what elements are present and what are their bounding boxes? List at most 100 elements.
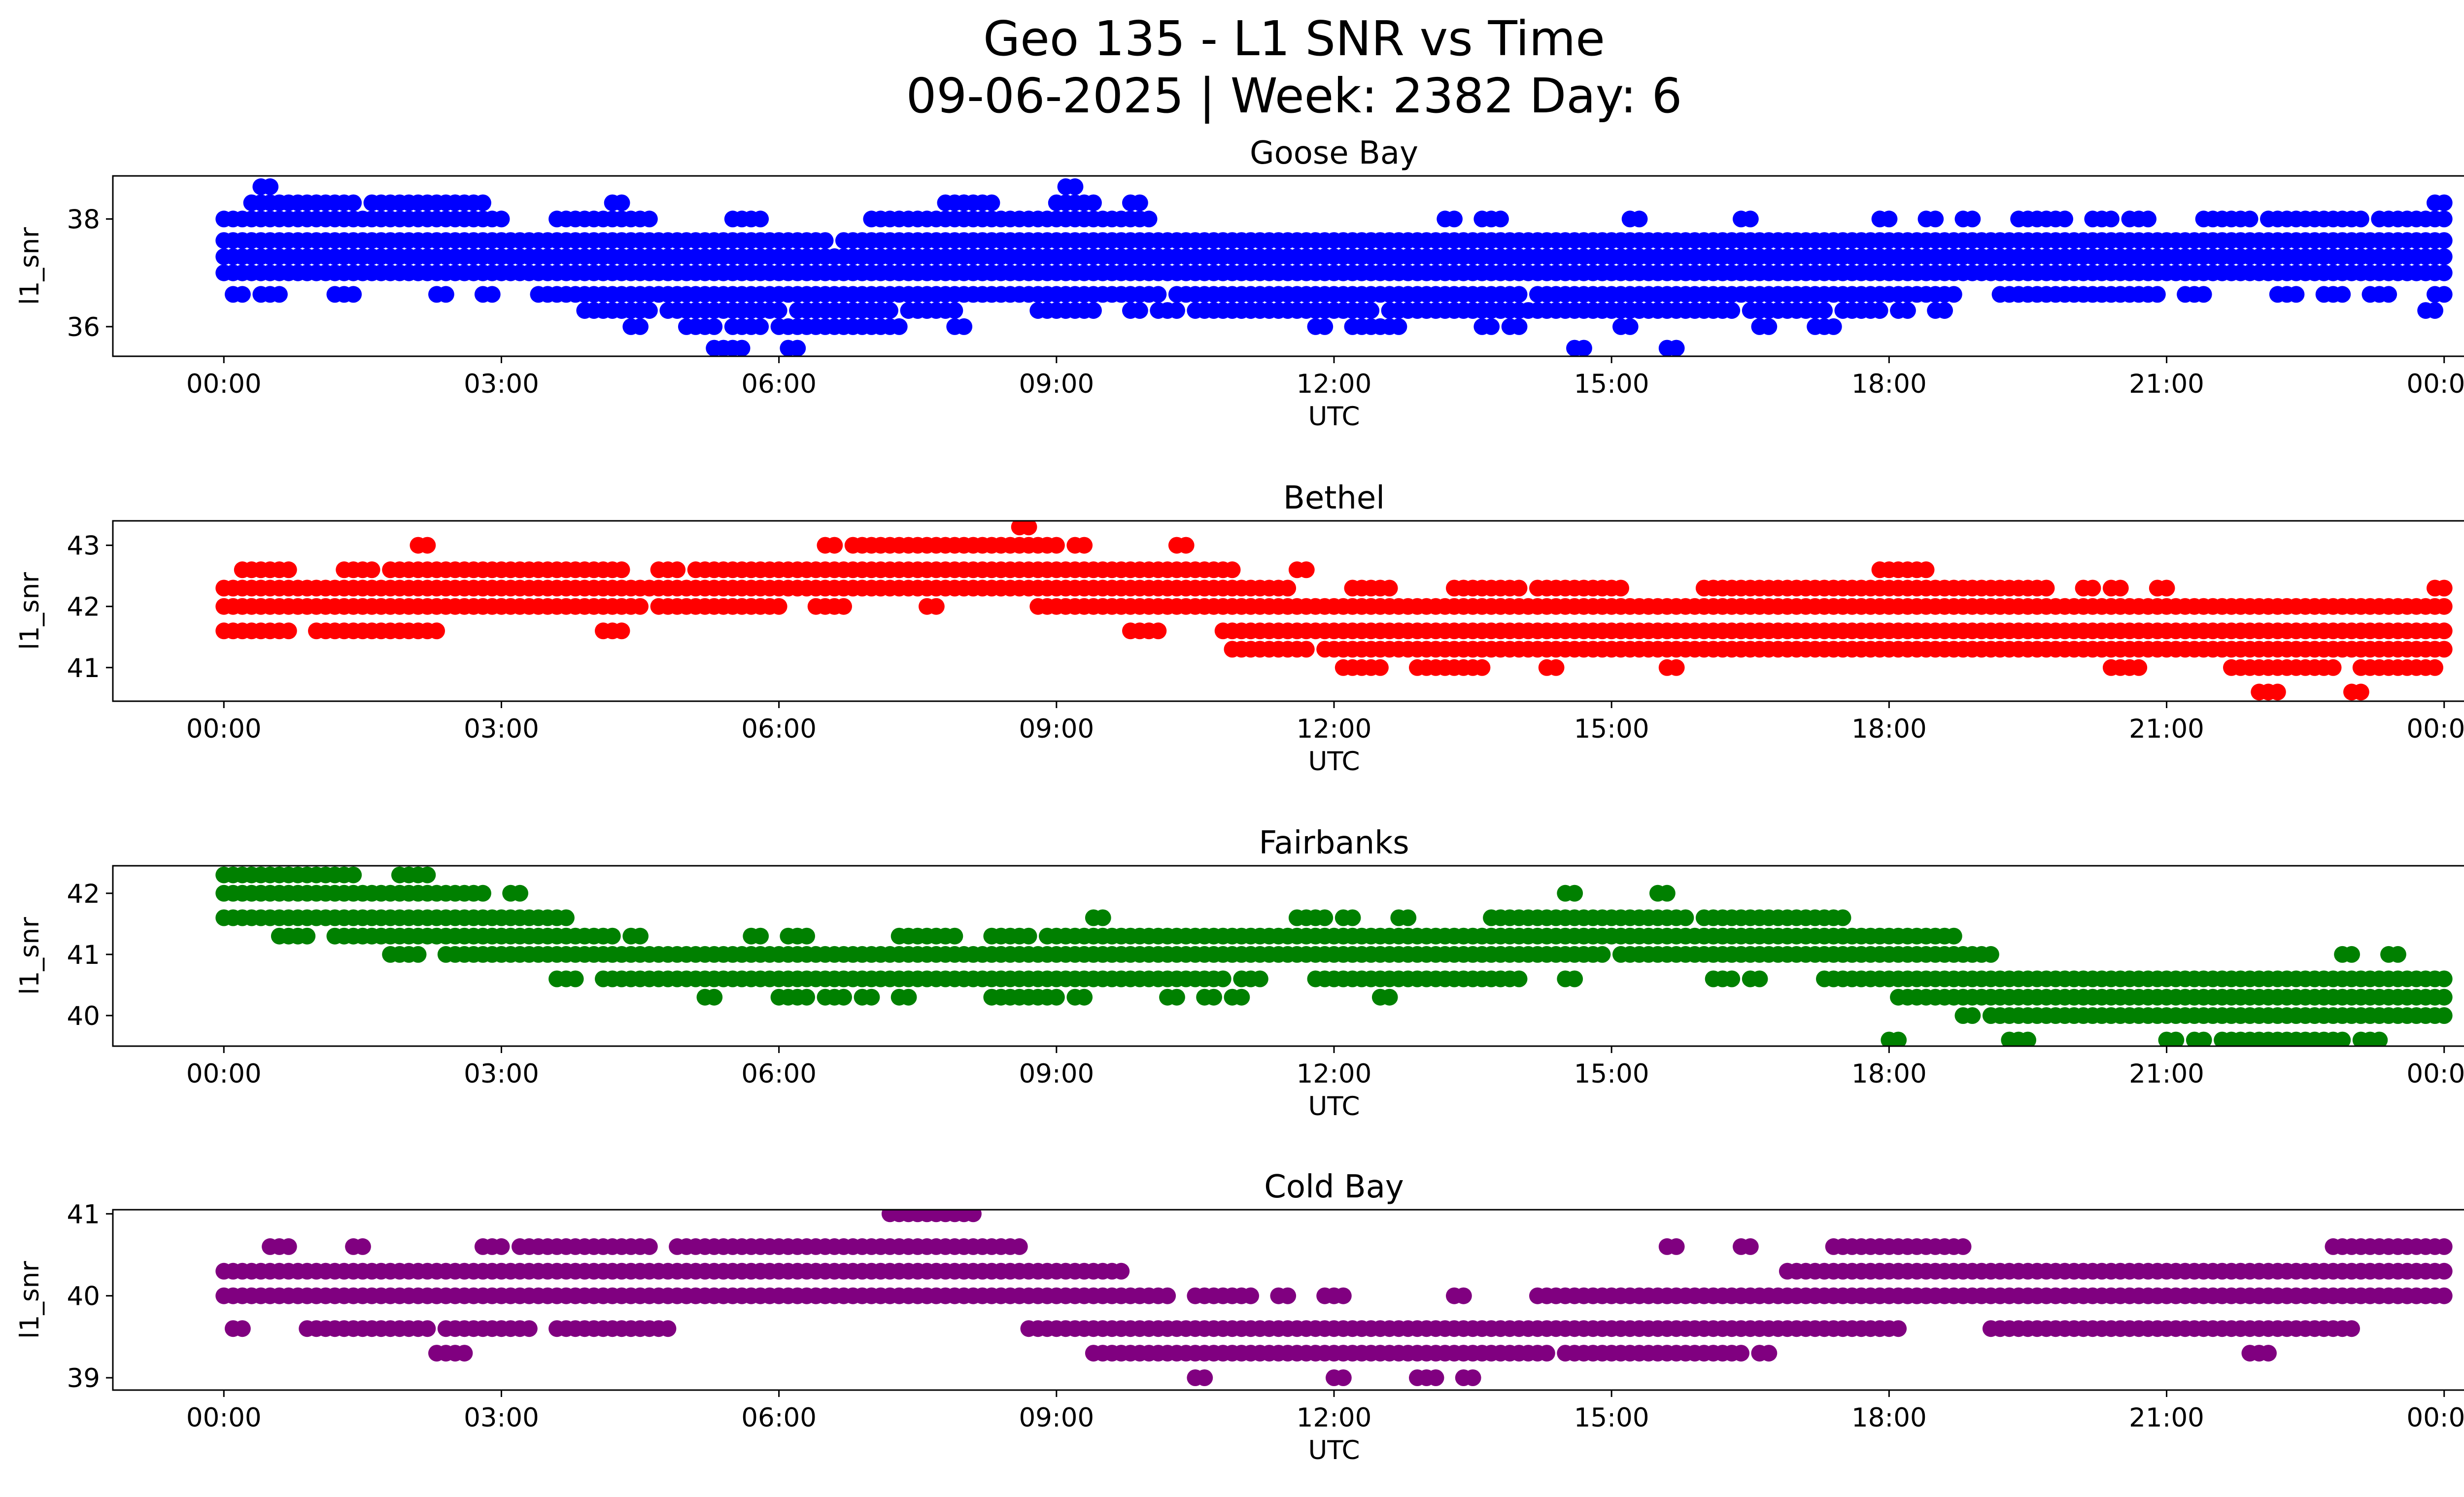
x-tick-label: 18:00: [1851, 1059, 1927, 1089]
data-point: [2269, 683, 2286, 701]
panel-fairbanks: Fairbanks 00:00 03:00 06:00 09:00 12:00 15:00 1…: [15, 825, 2464, 1122]
x-tick-label: 00:00: [186, 1403, 262, 1433]
data-point: [437, 286, 454, 303]
x-tick-label: 09:00: [1019, 369, 1094, 399]
data-point: [1881, 210, 1898, 228]
data-point: [1945, 927, 1962, 945]
x-tick-label: 18:00: [1851, 1403, 1927, 1433]
data-point: [2435, 194, 2453, 211]
data-point: [2427, 302, 2443, 319]
data-point: [1381, 579, 1398, 597]
data-point: [1538, 1345, 1555, 1362]
data-point: [1196, 1369, 1213, 1386]
data-point: [752, 927, 769, 945]
data-point: [2149, 286, 2166, 303]
data-point: [2435, 286, 2453, 303]
x-tick-label: 03:00: [464, 1059, 539, 1089]
data-point: [2102, 210, 2120, 228]
data-point: [2019, 1031, 2036, 1046]
data-series: [215, 521, 2453, 701]
x-tick-label: 06:00: [741, 1403, 817, 1433]
data-point: [2435, 210, 2453, 228]
data-point: [752, 210, 769, 228]
data-point: [2435, 970, 2453, 987]
x-tick-label: 21:00: [2129, 1403, 2204, 1433]
data-point: [881, 302, 898, 319]
x-tick-label: 00:00: [186, 369, 262, 399]
x-axis-label: UTC: [1308, 1435, 1360, 1465]
data-point: [1048, 988, 1065, 1006]
x-tick-label: 12:00: [1297, 1059, 1372, 1089]
data-point: [1621, 318, 1639, 335]
y-axis-label: l1_snr: [15, 572, 45, 650]
x-axis-label: UTC: [1308, 1091, 1360, 1122]
data-point: [1760, 318, 1778, 335]
data-point: [706, 318, 723, 335]
data-point: [1936, 302, 1953, 319]
data-point: [890, 318, 908, 335]
data-point: [1279, 1287, 1297, 1304]
data-point: [826, 537, 843, 554]
data-point: [817, 232, 834, 249]
x-tick-label: 06:00: [741, 369, 817, 399]
data-series: [215, 866, 2453, 1046]
data-point: [1547, 659, 1565, 676]
x-tick-label: 03:00: [464, 369, 539, 399]
data-point: [483, 286, 501, 303]
data-point: [428, 622, 445, 640]
data-point: [1510, 970, 1528, 987]
data-point: [2435, 248, 2453, 265]
data-point: [1076, 988, 1093, 1006]
y-tick-label: 42: [67, 592, 100, 622]
data-point: [1982, 946, 1999, 963]
x-tick-label: 09:00: [1019, 714, 1094, 744]
x-tick-label: 09:00: [1019, 1403, 1094, 1433]
data-point: [1492, 210, 1509, 228]
data-point: [1742, 1238, 1759, 1255]
data-point: [1631, 210, 1648, 228]
y-axis-label: l1_snr: [15, 1261, 45, 1339]
data-point: [1917, 561, 1935, 578]
data-point: [632, 318, 649, 335]
data-point: [1113, 1262, 1130, 1280]
data-point: [1224, 561, 1241, 578]
x-tick-label: 21:00: [2129, 369, 2204, 399]
data-point: [354, 1238, 371, 1255]
data-point: [2435, 622, 2453, 640]
data-point: [1011, 1238, 1028, 1255]
data-point: [280, 1238, 297, 1255]
chart-title-line2: 09-06-2025 | Week: 2382 Day: 6: [906, 68, 1682, 124]
data-point: [964, 1210, 982, 1223]
data-point: [2130, 659, 2148, 676]
data-point: [1400, 909, 1417, 926]
x-tick-label: 12:00: [1297, 1403, 1372, 1433]
data-point: [835, 598, 852, 615]
data-point: [2084, 579, 2101, 597]
y-tick-label: 40: [67, 1282, 100, 1312]
data-point: [345, 286, 362, 303]
data-point: [474, 194, 491, 211]
data-point: [2427, 659, 2443, 676]
data-point: [299, 927, 316, 945]
data-point: [1945, 286, 1962, 303]
y-tick-label: 36: [67, 312, 100, 342]
data-point: [632, 927, 649, 945]
data-point: [1150, 286, 1167, 303]
data-point: [557, 909, 575, 926]
y-axis-label: l1_snr: [15, 227, 45, 305]
panel-title: Cold Bay: [1264, 1169, 1404, 1205]
data-series: [215, 1210, 2453, 1386]
data-point: [752, 318, 769, 335]
x-tick-label: 21:00: [2129, 714, 2204, 744]
data-point: [1723, 970, 1741, 987]
data-point: [1742, 210, 1759, 228]
data-point: [345, 194, 362, 211]
data-point: [798, 988, 815, 1006]
data-point: [1066, 178, 1084, 195]
data-point: [2352, 683, 2369, 701]
x-axis-label: UTC: [1308, 747, 1360, 777]
data-point: [1048, 537, 1065, 554]
data-point: [733, 340, 751, 356]
data-point: [1455, 1287, 1472, 1304]
